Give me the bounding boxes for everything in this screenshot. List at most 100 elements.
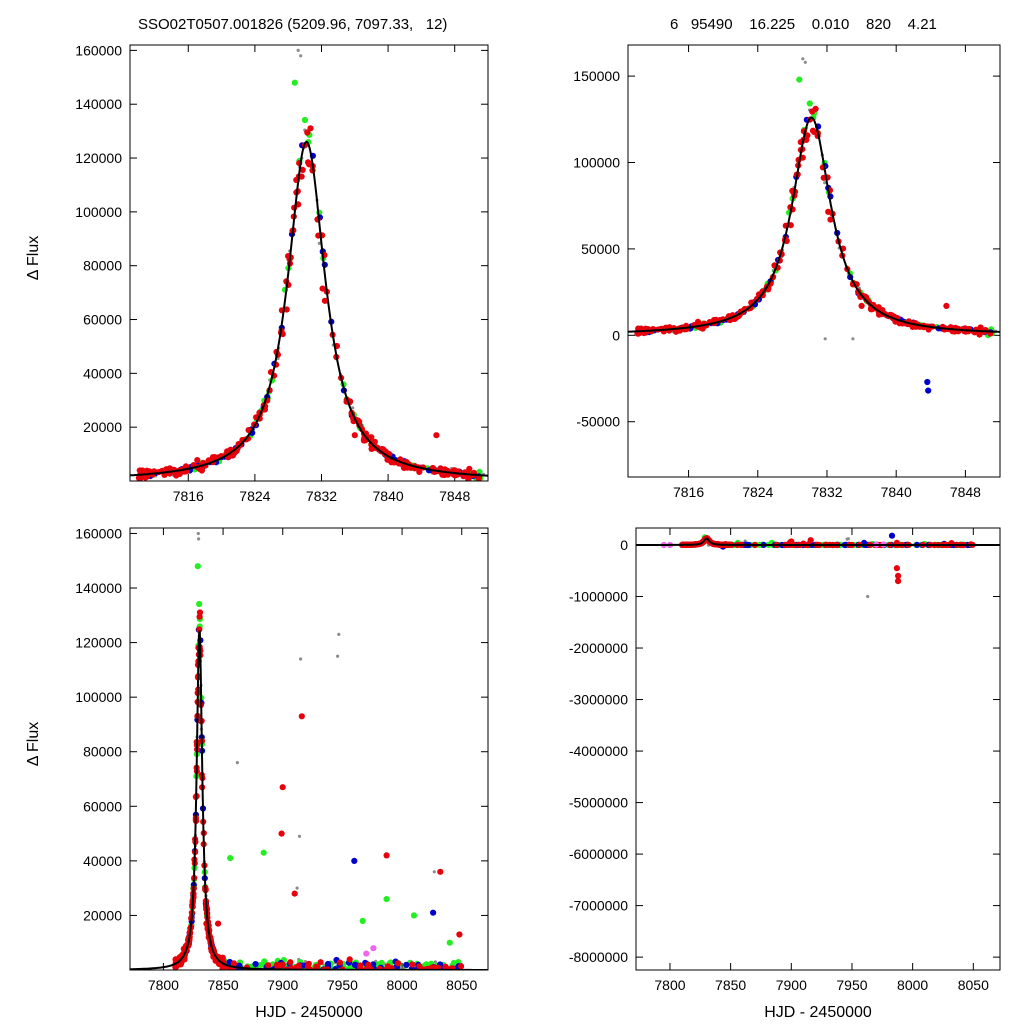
data-point-red [304,129,311,136]
data-point-red [196,626,203,633]
panel-top-left: 7816 7824 7832 7840 7848 20000 40000 60000 80000… [25,42,489,570]
data-point-red [291,890,298,897]
x-tick-label: 7900 [776,977,807,993]
data-point-red [437,868,444,875]
y-tick-label: 100000 [75,204,122,220]
y-tick-label: -6000000 [569,846,628,862]
data-point-blue [415,551,421,557]
data-point-blue [416,564,422,570]
chart-title-left: SSO02T0507.001826 (5209.96, 7097.33, 12) [138,16,448,33]
data-point-red [283,306,290,313]
x-axis-label: HJD - 2450000 [764,1004,872,1021]
data-point-gray [823,337,827,341]
data-point-gray [297,834,302,838]
data-point-gray [845,537,849,541]
data-point-red [895,572,902,580]
x-axis-label: HJD - 2450000 [255,1004,363,1021]
data-points [172,531,465,977]
y-tick-label: 80000 [83,744,122,760]
data-point-red [278,830,285,837]
x-tick-label: 7800 [148,977,179,993]
data-point-green [196,600,203,608]
data-point-red [428,964,436,970]
data-point-gray [801,57,805,61]
data-point-green [194,563,201,570]
data-point-gray [204,974,207,977]
x-tick-label: 7848 [439,488,470,504]
plot-frame [627,44,1001,478]
y-tick-label: 0 [612,327,620,343]
y-tick-label: 20000 [83,907,122,923]
x-tick-label: 7850 [715,977,746,993]
data-point-red [287,959,294,966]
data-point-red [388,965,395,970]
y-tick-label: -8000000 [569,949,628,965]
data-point-gray [851,337,855,341]
data-point-gray [866,594,870,599]
data-point-gray [235,761,239,765]
data-point-green [383,896,390,903]
y-tick-label: 0 [620,537,628,553]
y-tick-label: 40000 [83,853,122,869]
data-point-green [359,917,366,925]
model-curve [130,630,488,970]
data-point-gray [337,632,341,637]
y-axis-label: Δ Flux [25,236,42,280]
x-tick-label: 7850 [208,977,239,993]
data-point-red [194,457,201,464]
data-point-red [346,956,353,963]
data-point-red [943,302,950,309]
data-point-red [439,471,446,478]
data-point-red [298,713,305,720]
y-tick-label: 50000 [581,241,620,257]
data-point-red [368,434,375,441]
data-point-red [416,963,423,970]
data-point-red [825,208,832,215]
y-tick-label: -50000 [576,414,620,430]
data-point-red [317,959,324,966]
data-point-red [351,432,358,439]
data-point-green [291,79,298,86]
data-point-red [215,920,222,927]
x-tick-label: 7840 [881,484,912,500]
data-point-red [279,784,286,791]
data-point-red [458,963,465,970]
data-point-gray [432,870,436,874]
data-point-red [787,539,794,546]
data-point-red [433,432,440,439]
data-point-red [299,166,306,173]
data-point-red [827,216,834,223]
data-point-gray [803,60,807,64]
x-tick-label: 7824 [239,488,270,504]
y-tick-label: -2000000 [569,640,628,656]
data-point-red [357,962,364,969]
data-point-blue [403,961,410,969]
panel-top-right: 7816 7824 7832 7840 7848 -50000 0 50000 100000 15… [573,44,1001,500]
data-point-magenta [370,945,377,952]
data-point-red [376,965,383,970]
data-point-green [796,76,803,83]
data-point-red [198,467,205,474]
data-point-red [858,302,865,309]
data-point-gray [351,406,355,410]
data-point-gray [296,48,300,53]
x-tick-label: 7816 [673,484,704,500]
y-tick-label: 120000 [75,635,122,651]
y-tick-label: 140000 [75,580,122,596]
data-point-magenta [363,950,370,957]
data-point-red [451,467,458,474]
data-point-red [807,537,814,544]
data-point-green [806,100,813,107]
y-tick-label: 100000 [75,689,122,705]
data-point-green [410,912,418,919]
chart-title-right: 6 95490 16.225 0.010 820 4.21 [670,16,937,33]
data-point-gray [399,966,403,970]
data-point-red [809,108,816,115]
y-tick-label: 40000 [83,365,122,381]
data-point-red [699,325,706,332]
x-tick-label: 7824 [742,484,773,500]
data-point-red [804,132,811,139]
x-tick-label: 7950 [836,977,867,993]
data-point-red [475,475,482,481]
